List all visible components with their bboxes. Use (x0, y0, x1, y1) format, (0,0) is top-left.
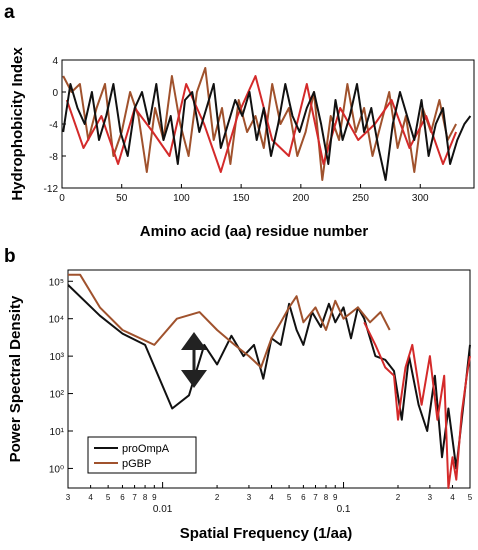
x-minor-tick-label: 8 (324, 493, 329, 502)
y-axis-title-a: Hydrophobicity Index (9, 47, 26, 201)
double-arrow-icon (181, 332, 207, 388)
x-major-tick-label: 0.01 (153, 504, 173, 515)
y-tick-label: -8 (49, 152, 58, 163)
x-axis-b: 0.01 0.13 4 5 6 7 8 9 2 3 4 5 6 7 8 9 2 3 4 5 (66, 482, 473, 515)
series-group-a (62, 67, 472, 181)
series-group-b (67, 273, 471, 489)
x-minor-tick-label: 2 (396, 493, 401, 502)
x-minor-tick-label: 2 (215, 493, 220, 502)
series-line-b-0 (67, 284, 471, 470)
x-minor-tick-label: 3 (247, 493, 252, 502)
x-major-tick-label: 0.1 (337, 504, 351, 515)
legend-box (87, 436, 197, 474)
x-tick-label: 100 (173, 193, 190, 204)
series-line-a-1 (65, 75, 458, 173)
x-minor-tick-label: 4 (88, 493, 93, 502)
panel-label-a: a (4, 2, 15, 23)
x-minor-tick-label: 5 (106, 493, 111, 502)
y-axis-b: 10⁰ 10¹ 10² 10³ 10⁴ 10⁵ (49, 277, 73, 475)
x-minor-tick-label: 8 (143, 493, 148, 502)
x-minor-tick-label: 4 (450, 493, 455, 502)
y-tick-label: 10² (50, 390, 65, 401)
legend: proOmpA pGBP (87, 436, 197, 474)
x-minor-tick-label: 6 (120, 493, 125, 502)
x-minor-tick-label: 3 (428, 493, 433, 502)
legend-label-proompa: proOmpA (122, 443, 170, 455)
x-minor-tick-label: 7 (313, 493, 318, 502)
x-minor-tick-label: 9 (333, 493, 338, 502)
y-tick-label: 10⁴ (49, 315, 64, 326)
x-minor-tick-label: 3 (66, 493, 71, 502)
y-tick-label: 0 (52, 88, 58, 99)
y-tick-label: -12 (44, 184, 59, 195)
x-minor-tick-label: 5 (468, 493, 473, 502)
series-line-b-2 (363, 321, 471, 489)
y-tick-label: 10³ (50, 352, 65, 363)
x-axis-title-a: Amino acid (aa) residue number (140, 223, 369, 240)
y-tick-label: 10¹ (50, 427, 65, 438)
x-axis-title-b: Spatial Frequency (1/aa) (180, 525, 353, 542)
x-axis-a: 0 50 100 150 200 250 300 (59, 184, 429, 204)
y-tick-label: -4 (49, 120, 58, 131)
plot-frame-b (67, 269, 471, 489)
series-line-b-1 (68, 273, 391, 369)
x-minor-tick-label: 6 (301, 493, 306, 502)
x-tick-label: 300 (412, 193, 429, 204)
y-tick-label: 4 (52, 56, 58, 67)
legend-label-pgbp: pGBP (122, 458, 151, 470)
x-tick-label: 50 (116, 193, 128, 204)
x-minor-tick-label: 4 (269, 493, 274, 502)
y-tick-label: 10⁵ (49, 277, 64, 288)
x-tick-label: 150 (233, 193, 250, 204)
x-minor-tick-label: 7 (132, 493, 137, 502)
x-tick-label: 250 (352, 193, 369, 204)
x-minor-tick-label: 5 (287, 493, 292, 502)
panel-label-b: b (4, 246, 16, 267)
hydrophobicity-chart: 4 0 -4 -8 -12 0 50 100 150 200 250 300 Hydrophobic… (9, 47, 475, 240)
x-tick-label: 0 (59, 193, 65, 204)
series-line-a-2 (62, 83, 472, 181)
x-tick-label: 200 (292, 193, 309, 204)
x-minor-tick-label: 9 (152, 493, 157, 502)
y-axis-title-b: Power Spectral Density (7, 295, 24, 462)
y-tick-label: 10⁰ (49, 464, 64, 475)
